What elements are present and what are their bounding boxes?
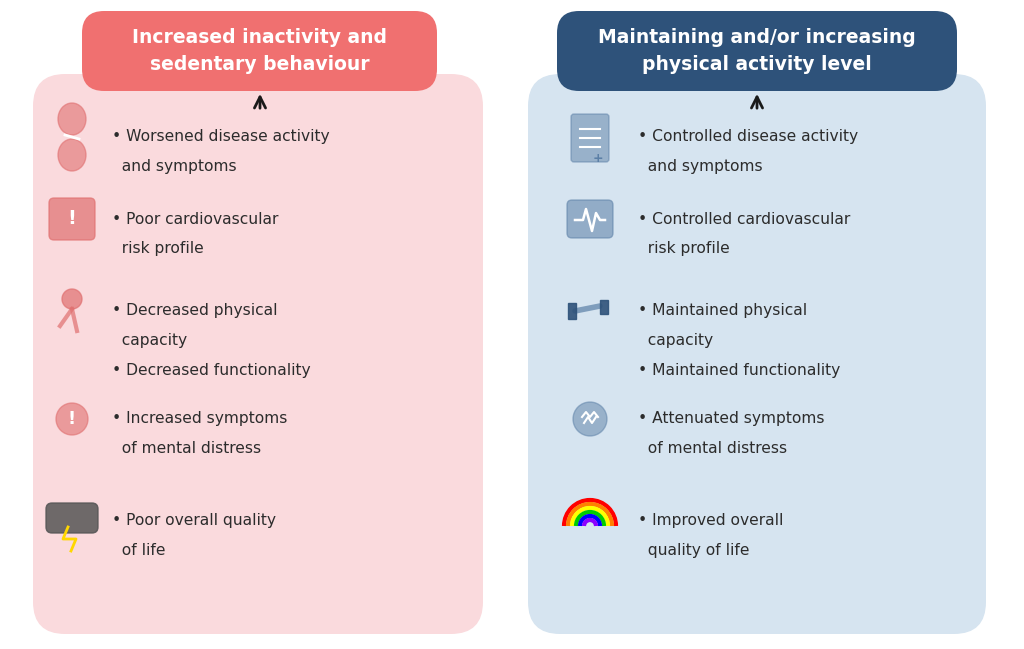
Circle shape [62,289,82,309]
FancyBboxPatch shape [528,74,986,634]
Text: • Maintained physical: • Maintained physical [638,304,807,319]
Text: • Worsened disease activity: • Worsened disease activity [112,130,330,145]
Text: • Decreased functionality: • Decreased functionality [112,363,310,378]
Text: capacity: capacity [112,333,187,348]
Circle shape [573,402,607,436]
FancyBboxPatch shape [82,11,437,91]
Text: • Poor overall quality: • Poor overall quality [112,513,276,528]
Text: Maintaining and/or increasing
physical activity level: Maintaining and/or increasing physical a… [598,29,915,74]
Bar [600,300,608,314]
Bar [568,303,577,319]
Text: • Improved overall: • Improved overall [638,513,783,528]
FancyBboxPatch shape [567,200,613,238]
Text: risk profile: risk profile [112,241,204,256]
Text: !: ! [68,210,77,228]
FancyBboxPatch shape [571,114,609,162]
Text: and symptoms: and symptoms [112,159,237,174]
Text: and symptoms: and symptoms [638,159,763,174]
Text: • Attenuated symptoms: • Attenuated symptoms [638,411,824,426]
Text: of life: of life [112,543,166,558]
FancyBboxPatch shape [49,198,95,240]
Text: !: ! [68,410,76,428]
Text: capacity: capacity [638,333,713,348]
Circle shape [56,403,88,435]
Text: of mental distress: of mental distress [112,441,261,456]
FancyBboxPatch shape [33,74,483,634]
Text: • Maintained functionality: • Maintained functionality [638,363,841,378]
Ellipse shape [58,139,86,171]
Text: • Increased symptoms: • Increased symptoms [112,411,288,426]
Text: Increased inactivity and
sedentary behaviour: Increased inactivity and sedentary behav… [132,29,387,74]
Text: of mental distress: of mental distress [638,441,787,456]
Text: risk profile: risk profile [638,241,730,256]
Ellipse shape [58,103,86,135]
Text: • Controlled disease activity: • Controlled disease activity [638,130,858,145]
Text: • Poor cardiovascular: • Poor cardiovascular [112,212,279,227]
Text: quality of life: quality of life [638,543,750,558]
FancyBboxPatch shape [557,11,957,91]
Text: +: + [593,153,603,165]
Text: • Decreased physical: • Decreased physical [112,304,278,319]
Text: • Controlled cardiovascular: • Controlled cardiovascular [638,212,850,227]
FancyBboxPatch shape [46,503,98,533]
